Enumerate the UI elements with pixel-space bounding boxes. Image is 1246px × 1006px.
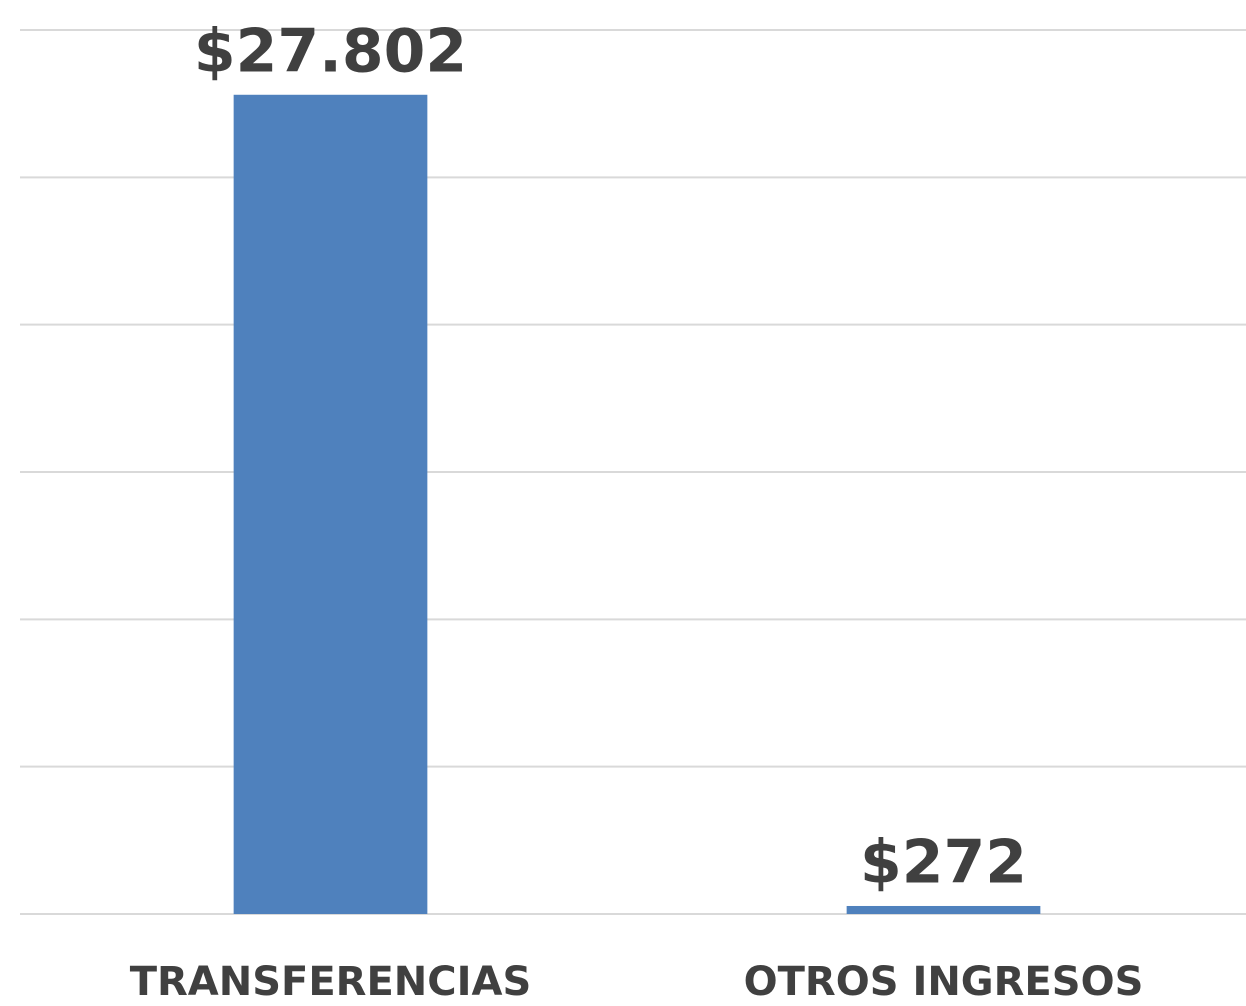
- x-tick-label: TRANSFERENCIAS: [130, 959, 532, 1005]
- bar: [233, 94, 428, 915]
- data-label: $27.802: [194, 16, 467, 86]
- x-tick-label: OTROS INGRESOS: [744, 959, 1144, 1005]
- data-label: $272: [860, 828, 1027, 898]
- bar: [846, 905, 1041, 914]
